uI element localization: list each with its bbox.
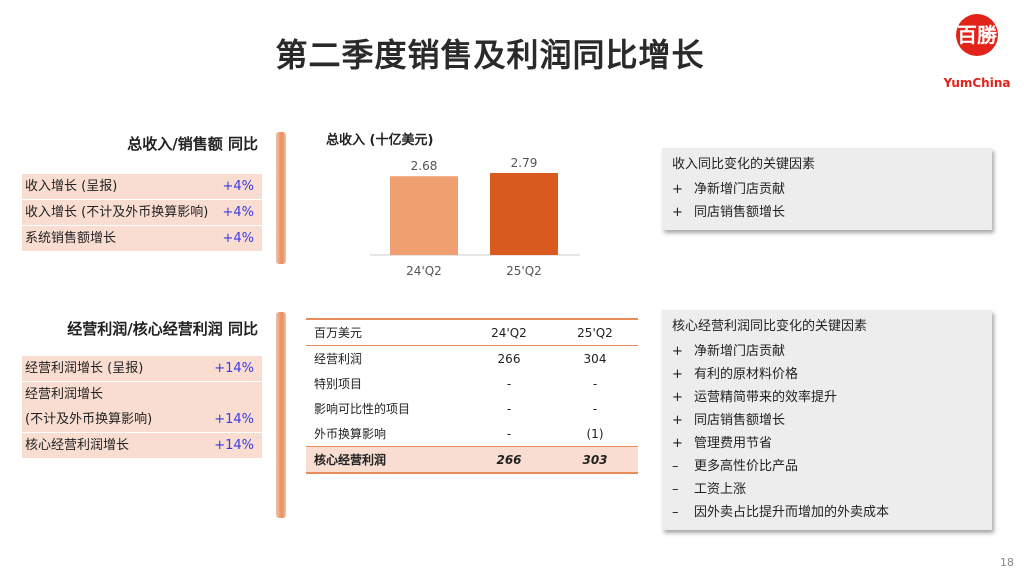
kpi-value: +14% [214, 438, 254, 453]
bar [390, 176, 458, 255]
factor-sign: + [672, 367, 683, 382]
factor-item: – 更多高性价比产品 [662, 455, 992, 478]
kpi-label: 核心经营利润增长 [25, 438, 130, 453]
factors-heading: 收入同比变化的关键因素 [672, 157, 816, 172]
logo-brand: YumChina [943, 76, 1011, 90]
kpi-label: 系统销售额增长 [25, 231, 117, 246]
kpi-row: 核心经营利润增长 +14% [22, 432, 262, 458]
profit-kpi-box: 经营利润增长 (呈报) +14% 经营利润增长 (不计及外币换算影响) +14% 核… [22, 356, 262, 458]
revenue-heading: 总收入/销售额 同比 [127, 135, 258, 153]
table-cell: (1) [586, 426, 604, 441]
factor-item: + 同店销售额增长 [662, 409, 992, 432]
table-total-row: 核心经营利润 266 303 [306, 446, 638, 474]
factor-sign: + [672, 182, 683, 197]
kpi-row: 经营利润增长 (呈报) +14% [22, 356, 262, 381]
table-cell: - [506, 426, 512, 441]
factor-item: + 净新增门店贡献 [662, 340, 992, 363]
divider-accent [276, 132, 286, 264]
kpi-label: (不计及外币换算影响) [25, 412, 153, 427]
factor-sign: – [672, 459, 679, 474]
chart-title: 总收入 (十亿美元) [326, 133, 434, 148]
kpi-value: +14% [214, 361, 254, 376]
kpi-label: 经营利润增长 [25, 387, 104, 402]
table-cell: - [506, 401, 512, 416]
table-row: 经营利润 266 304 [306, 346, 638, 372]
revenue-kpi-box: 收入增长 (呈报) +4% 收入增长 (不计及外币换算影响) +4% 系统销售额增长… [22, 174, 262, 251]
table-header-cell: 25'Q2 [552, 318, 638, 346]
factor-item: + 有利的原材料价格 [662, 363, 992, 386]
x-tick-label: 24'Q2 [406, 264, 442, 278]
factor-text: 净新增门店贡献 [694, 344, 786, 359]
kpi-value: +4% [222, 205, 254, 220]
table-cell: 304 [583, 351, 607, 366]
factor-sign: + [672, 390, 683, 405]
factor-text: 管理费用节省 [694, 436, 773, 451]
table-cell: 特别项目 [314, 377, 363, 391]
kpi-value: +4% [222, 231, 254, 246]
profit-factors-box: 核心经营利润同比变化的关键因素 + 净新增门店贡献 + 有利的原材料价格 + 运营精简… [662, 310, 992, 530]
profit-heading: 经营利润/核心经营利润 同比 [67, 320, 258, 338]
factor-text: 同店销售额增长 [694, 413, 786, 428]
factor-sign: + [672, 344, 683, 359]
data-label: 2.68 [411, 159, 438, 173]
table-cell: - [506, 376, 512, 391]
revenue-factors-box: 收入同比变化的关键因素 + 净新增门店贡献 + 同店销售额增长 [662, 148, 992, 230]
table-cell: 核心经营利润 [306, 446, 466, 474]
page-number: 18 [1000, 556, 1014, 569]
table-cell: 经营利润 [314, 352, 363, 366]
factor-item: + 运营精简带来的效率提升 [662, 386, 992, 409]
factor-text: 有利的原材料价格 [694, 367, 799, 382]
table-cell: 影响可比性的项目 [314, 402, 411, 416]
table-cell: 266 [466, 446, 552, 474]
factor-text: 因外卖占比提升而增加的外卖成本 [694, 505, 890, 520]
table-cell: - [592, 401, 598, 416]
bar [490, 173, 558, 255]
factor-item: + 同店销售额增长 [662, 201, 992, 224]
kpi-value: +14% [214, 412, 254, 427]
x-tick-label: 25'Q2 [506, 264, 542, 278]
factor-text: 更多高性价比产品 [694, 459, 799, 474]
factor-item: + 净新增门店贡献 [662, 178, 992, 201]
factor-text: 运营精简带来的效率提升 [694, 390, 838, 405]
kpi-label: 经营利润增长 (呈报) [25, 361, 144, 376]
table-cell: 外币换算影响 [314, 427, 387, 441]
kpi-value: +4% [222, 179, 254, 194]
table-header-cell: 百万美元 [306, 318, 466, 346]
table-header-row: 百万美元 24'Q2 25'Q2 [306, 318, 638, 346]
kpi-label: 收入增长 (呈报) [25, 179, 118, 194]
kpi-row: (不计及外币换算影响) +14% [22, 407, 262, 432]
page-title: 第二季度销售及利润同比增长 [275, 36, 705, 74]
yum-china-logo: 百勝 YumChina [940, 14, 1014, 94]
factor-item: – 因外卖占比提升而增加的外卖成本 [662, 501, 992, 524]
table-row: 特别项目 - - [306, 371, 638, 396]
factor-text: 同店销售额增长 [694, 205, 786, 220]
factor-sign: – [672, 482, 679, 497]
profit-table: 百万美元 24'Q2 25'Q2 经营利润 266 304 特别项目 - - 影… [306, 318, 638, 474]
logo-mark: 百勝 [956, 14, 998, 56]
table-cell: - [592, 376, 598, 391]
kpi-label: 收入增长 (不计及外币换算影响) [25, 205, 209, 220]
factor-text: 净新增门店贡献 [694, 182, 786, 197]
table-row: 外币换算影响 - (1) [306, 421, 638, 447]
table-cell: 303 [552, 446, 638, 474]
table-row: 影响可比性的项目 - - [306, 396, 638, 421]
factor-sign: + [672, 205, 683, 220]
factor-sign: + [672, 436, 683, 451]
kpi-row: 经营利润增长 [22, 381, 262, 407]
factor-text: 工资上涨 [694, 482, 747, 497]
table-cell: 266 [497, 351, 521, 366]
revenue-bar-chart: 2.68 24'Q2 2.79 25'Q2 [370, 156, 580, 278]
kpi-row: 收入增长 (呈报) +4% [22, 174, 262, 199]
factors-heading: 核心经营利润同比变化的关键因素 [672, 319, 868, 334]
table-header-cell: 24'Q2 [466, 318, 552, 346]
kpi-row: 系统销售额增长 +4% [22, 225, 262, 251]
factor-item: – 工资上涨 [662, 478, 992, 501]
kpi-row: 收入增长 (不计及外币换算影响) +4% [22, 199, 262, 225]
factor-sign: – [672, 505, 679, 520]
data-label: 2.79 [511, 156, 538, 170]
factor-item: + 管理费用节省 [662, 432, 992, 455]
factor-sign: + [672, 413, 683, 428]
divider-accent [276, 312, 286, 518]
